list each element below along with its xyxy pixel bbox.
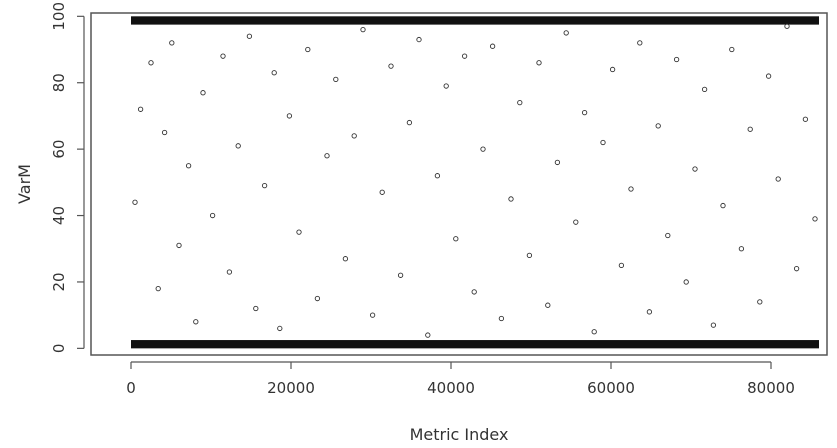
y-tick-label: 60 bbox=[50, 140, 68, 159]
data-point bbox=[738, 246, 745, 252]
data-point bbox=[692, 166, 698, 172]
data-point bbox=[388, 63, 394, 69]
data-point bbox=[573, 219, 579, 225]
data-point bbox=[434, 173, 441, 179]
data-point bbox=[351, 133, 357, 139]
data-point bbox=[271, 70, 277, 76]
data-point bbox=[489, 43, 496, 49]
y-axis: 0 20 40 60 80 100 bbox=[50, 2, 85, 354]
data-point bbox=[802, 116, 809, 122]
data-point bbox=[545, 302, 551, 308]
data-point bbox=[261, 183, 268, 189]
x-tick-label: 60000 bbox=[587, 379, 635, 397]
y-tick-label: 20 bbox=[50, 272, 68, 291]
data-point bbox=[673, 56, 680, 63]
data-point bbox=[200, 90, 206, 96]
data-point bbox=[416, 36, 422, 43]
data-point bbox=[609, 66, 616, 73]
data-point bbox=[209, 212, 216, 219]
data-point bbox=[148, 60, 154, 66]
data-point bbox=[729, 46, 735, 53]
data-point bbox=[628, 186, 634, 192]
y-axis-title: VarM bbox=[15, 164, 34, 204]
data-point bbox=[137, 106, 144, 112]
data-point bbox=[305, 46, 311, 53]
data-point bbox=[176, 242, 182, 249]
x-axis: 0 20000 40000 60000 80000 bbox=[126, 361, 795, 397]
data-point bbox=[314, 295, 321, 302]
data-point bbox=[784, 23, 790, 29]
data-point bbox=[637, 40, 643, 46]
data-point bbox=[132, 199, 138, 205]
data-point bbox=[360, 26, 366, 33]
dense-band-top bbox=[131, 16, 819, 25]
data-point bbox=[296, 229, 302, 235]
data-point bbox=[406, 119, 413, 126]
data-point bbox=[397, 272, 404, 278]
data-point bbox=[185, 163, 192, 169]
data-point bbox=[425, 332, 431, 338]
data-point bbox=[508, 196, 514, 202]
data-point bbox=[277, 325, 283, 332]
data-point bbox=[517, 100, 523, 106]
data-point bbox=[757, 299, 763, 305]
data-point bbox=[235, 143, 241, 149]
x-tick-label: 0 bbox=[126, 379, 136, 397]
data-point bbox=[591, 329, 597, 335]
data-point bbox=[498, 315, 505, 322]
data-point bbox=[618, 262, 625, 268]
data-point bbox=[563, 30, 569, 36]
data-point bbox=[701, 86, 708, 93]
x-tick-label: 20000 bbox=[267, 379, 315, 397]
plot-frame bbox=[90, 12, 828, 356]
data-point bbox=[655, 123, 661, 129]
data-point bbox=[453, 236, 459, 242]
data-point bbox=[765, 73, 772, 79]
data-point bbox=[286, 113, 293, 119]
data-point bbox=[226, 269, 233, 275]
data-point bbox=[775, 176, 781, 182]
x-tick-label: 80000 bbox=[747, 379, 795, 397]
data-point bbox=[169, 40, 175, 46]
data-point bbox=[461, 53, 468, 59]
y-tick-label: 100 bbox=[50, 2, 68, 31]
data-point bbox=[333, 76, 339, 83]
data-point bbox=[646, 309, 653, 315]
data-point bbox=[793, 266, 800, 272]
data-point bbox=[471, 289, 477, 295]
x-tick-label: 40000 bbox=[427, 379, 475, 397]
y-tick-label: 0 bbox=[50, 344, 68, 354]
data-point bbox=[720, 202, 726, 209]
y-tick-label: 80 bbox=[50, 73, 68, 92]
data-point bbox=[253, 305, 259, 312]
data-point bbox=[369, 312, 376, 318]
data-point bbox=[246, 33, 253, 39]
data-point bbox=[665, 232, 671, 239]
data-point bbox=[324, 153, 330, 159]
data-point bbox=[161, 129, 168, 136]
data-point bbox=[480, 146, 486, 152]
data-point bbox=[536, 60, 542, 66]
data-point bbox=[600, 139, 606, 146]
data-point bbox=[342, 256, 349, 262]
y-tick-label: 40 bbox=[50, 206, 68, 225]
data-point bbox=[747, 126, 753, 132]
points-layer bbox=[131, 16, 819, 349]
data-point bbox=[443, 83, 449, 89]
data-point bbox=[581, 109, 588, 116]
x-axis-title: Metric Index bbox=[410, 425, 509, 444]
data-point bbox=[155, 285, 161, 292]
data-point bbox=[554, 159, 561, 166]
data-point bbox=[220, 53, 226, 59]
data-point bbox=[193, 319, 199, 325]
dense-band-bottom bbox=[131, 340, 819, 349]
data-point bbox=[710, 322, 717, 328]
data-point bbox=[683, 279, 689, 285]
data-point bbox=[812, 216, 818, 222]
data-point bbox=[379, 189, 385, 195]
data-point bbox=[526, 252, 533, 259]
